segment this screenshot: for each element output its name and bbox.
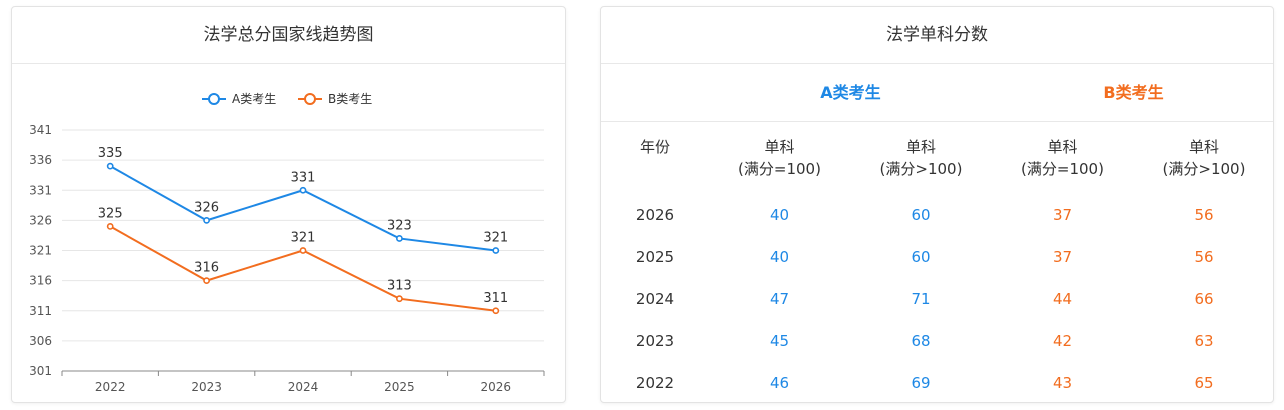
b-single-gt100-cell: 65 <box>1194 374 1214 392</box>
data-point <box>395 235 403 242</box>
data-label: 321 <box>483 231 508 246</box>
data-label: 325 <box>98 206 123 221</box>
x-tick-label: 2024 <box>288 380 319 394</box>
y-tick-label: 331 <box>29 183 52 197</box>
y-tick-label: 326 <box>29 213 52 227</box>
table-row: 2022 46 69 43 65 <box>601 362 1273 402</box>
data-label: 316 <box>194 261 219 276</box>
table-row: 2023 45 68 42 63 <box>601 320 1273 362</box>
b-single-gt100-cell: 56 <box>1194 206 1214 224</box>
data-point <box>299 247 307 254</box>
b-single-100-cell: 42 <box>1052 332 1073 350</box>
a-single-gt100-cell: 68 <box>911 332 931 350</box>
data-label: 321 <box>291 231 316 246</box>
header-line2: (满分=100) <box>738 160 821 178</box>
y-tick-label: 306 <box>29 334 52 348</box>
data-label: 326 <box>194 200 219 215</box>
data-label: 313 <box>387 279 412 294</box>
year-cell: 2025 <box>635 248 675 266</box>
b-single-100-cell: 37 <box>1052 206 1073 224</box>
b-single-100-cell: 43 <box>1052 374 1073 392</box>
header-line1: 单科 <box>905 138 936 156</box>
group-b-label: B类考生 <box>1103 83 1164 102</box>
data-point <box>492 307 500 315</box>
b-single-gt100-cell: 56 <box>1194 248 1214 266</box>
header-year: 年份 <box>601 136 709 158</box>
header-year-label: 年份 <box>639 138 670 156</box>
header-b-single-gt100: 单科 (满分>100) <box>1133 136 1273 180</box>
x-tick-label: 2025 <box>384 380 415 394</box>
header-line1: 单科 <box>764 138 795 156</box>
data-label: 335 <box>98 146 123 161</box>
y-tick-label: 341 <box>29 123 52 137</box>
legend-label: A类考生 <box>232 92 276 106</box>
data-point <box>203 277 210 285</box>
header-line2: (满分>100) <box>1162 160 1246 178</box>
header-a-single-gt100: 单科 (满分>100) <box>850 136 992 180</box>
table-header-row: 年份 单科 (满分=100) 单科 (满分>100) 单科 (满分=100) 单科 (满… <box>601 122 1273 194</box>
header-line1: 单科 <box>1047 138 1078 156</box>
a-single-100-cell: 45 <box>769 332 790 350</box>
b-single-gt100-cell: 63 <box>1194 332 1214 350</box>
header-a-single-100: 单科 (满分=100) <box>709 136 850 180</box>
year-cell: 2024 <box>635 290 675 308</box>
a-single-100-cell: 40 <box>769 206 790 224</box>
a-single-100-cell: 46 <box>769 374 790 392</box>
y-tick-label: 321 <box>29 244 52 258</box>
data-label: 311 <box>483 291 508 306</box>
a-single-gt100-cell: 60 <box>911 206 931 224</box>
b-single-gt100-cell: 66 <box>1194 290 1214 308</box>
y-tick-label: 316 <box>29 274 52 288</box>
y-tick-label: 336 <box>29 153 52 167</box>
x-tick-label: 2026 <box>481 380 512 394</box>
b-single-100-cell: 37 <box>1052 248 1073 266</box>
header-line2: (满分>100) <box>879 160 963 178</box>
year-cell: 2023 <box>635 332 675 350</box>
header-line2: (满分=100) <box>1021 160 1104 178</box>
y-tick-label: 301 <box>29 364 52 378</box>
a-single-100-cell: 40 <box>769 248 790 266</box>
table-title: 法学单科分数 <box>601 7 1273 64</box>
legend-marker <box>208 93 220 105</box>
legend-label: B类考生 <box>328 92 372 106</box>
data-point <box>106 162 114 170</box>
data-point <box>395 295 403 303</box>
chart-title: 法学总分国家线趋势图 <box>12 7 565 64</box>
data-point <box>203 216 210 224</box>
trend-line-chart: 301 306 311 316 321 326 331 336 341 2022 2023 2024 2… <box>29 92 545 394</box>
score-table: 年份 单科 (满分=100) 单科 (满分>100) 单科 (满分=100) 单科 (满… <box>601 122 1273 402</box>
x-tick-label: 2022 <box>95 380 126 394</box>
group-a-label: A类考生 <box>820 83 881 102</box>
table-row: 2024 47 71 44 66 <box>601 278 1273 320</box>
a-single-100-cell: 47 <box>769 290 790 308</box>
data-label: 323 <box>387 218 412 233</box>
legend-marker <box>304 93 316 105</box>
y-tick-label: 311 <box>29 304 52 318</box>
b-single-100-cell: 44 <box>1052 290 1073 308</box>
data-point <box>299 186 307 194</box>
header-b-single-100: 单科 (满分=100) <box>992 136 1133 180</box>
a-single-gt100-cell: 69 <box>911 374 931 392</box>
single-subject-card: 法学单科分数 A类考生 B类考生 年份 单科 (满分=100) 单科 (满分>100… <box>600 6 1274 403</box>
trend-chart-card: 法学总分国家线趋势图 301 306 311 316 321 326 331 336 341 20… <box>11 6 566 403</box>
a-single-gt100-cell: 71 <box>911 290 931 308</box>
year-cell: 2022 <box>635 374 675 392</box>
a-single-gt100-cell: 60 <box>911 248 931 266</box>
table-row: 2025 40 60 37 56 <box>601 236 1273 278</box>
year-cell: 2026 <box>635 206 675 224</box>
x-tick-label: 2023 <box>191 380 222 394</box>
header-line1: 单科 <box>1188 138 1219 156</box>
data-label: 331 <box>291 170 316 185</box>
group-header: A类考生 B类考生 <box>601 64 1273 122</box>
data-point <box>106 222 114 230</box>
table-row: 2026 40 60 37 56 <box>601 194 1273 236</box>
data-point <box>492 247 500 254</box>
